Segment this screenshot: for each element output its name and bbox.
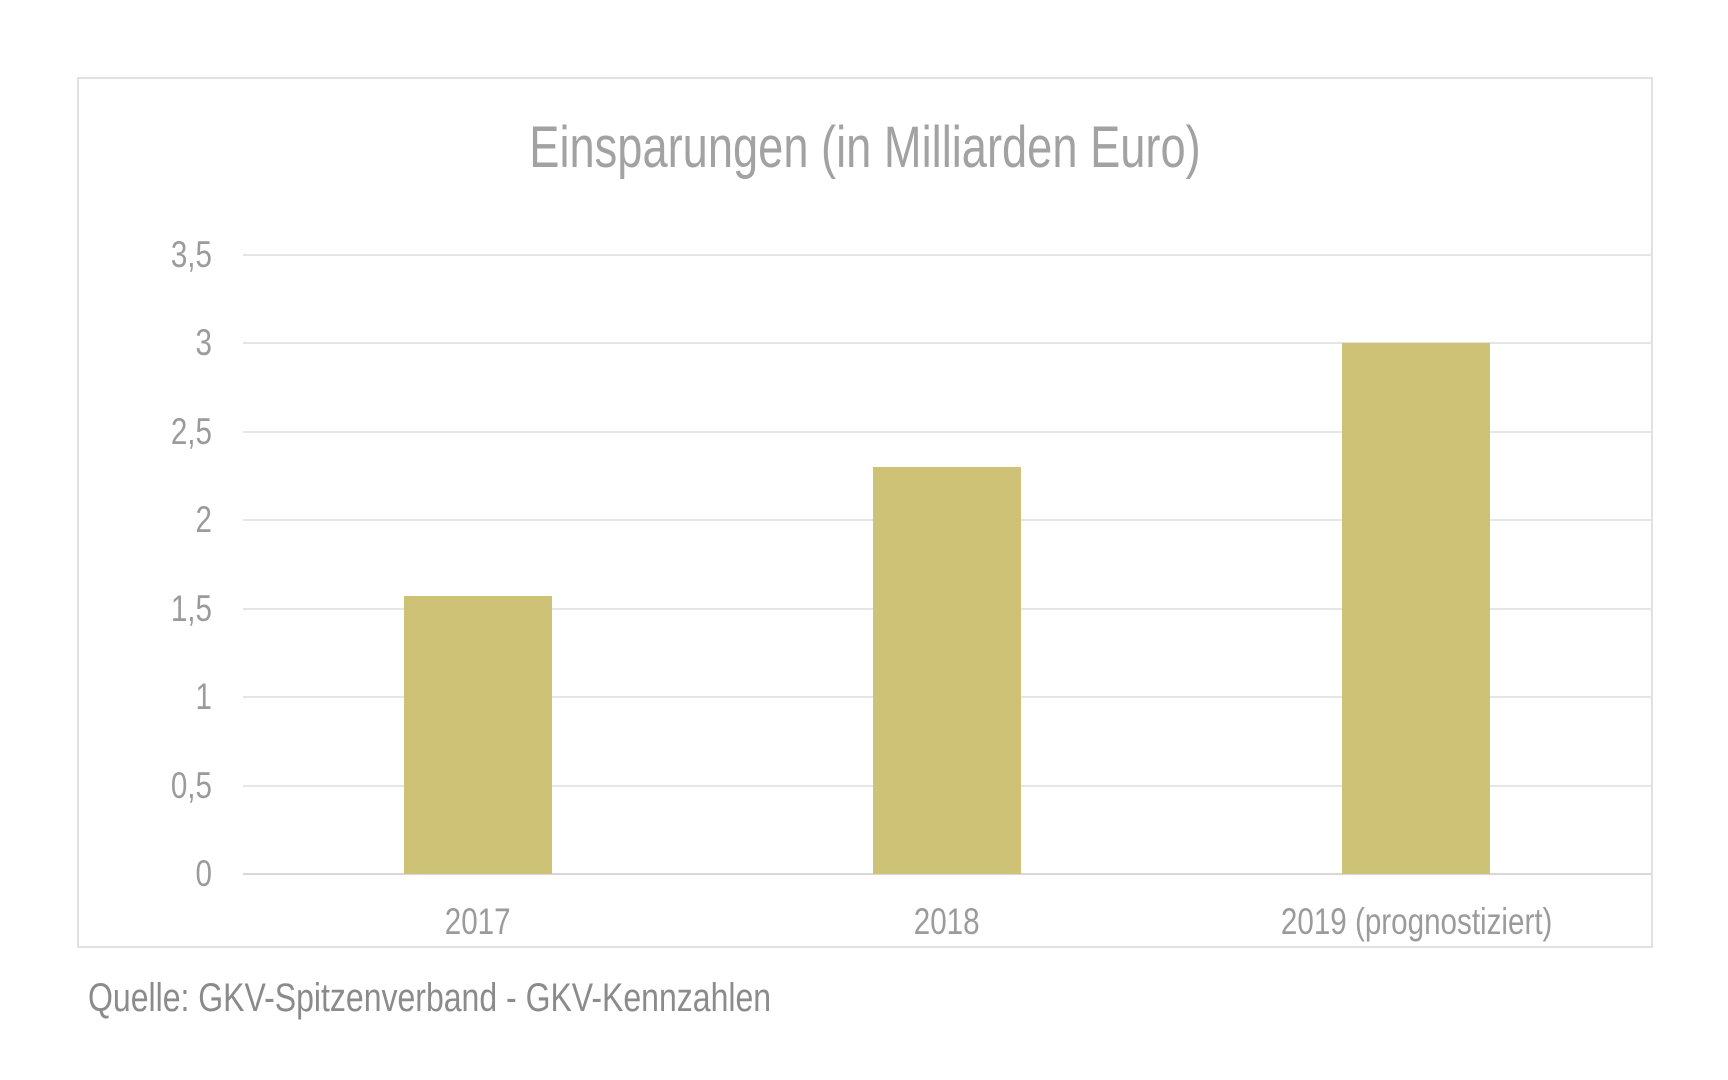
bar bbox=[873, 467, 1021, 874]
chart-title: Einsparungen (in Milliarden Euro) bbox=[529, 115, 1201, 180]
y-tick-label: 1,5 bbox=[170, 587, 212, 629]
y-tick-label: 0 bbox=[195, 853, 212, 894]
y-tick-label: 3 bbox=[195, 322, 212, 364]
source-caption: Quelle: GKV-Spitzenverband - GKV-Kennzah… bbox=[88, 976, 772, 1020]
y-tick-label: 0,5 bbox=[170, 764, 212, 806]
x-category-label: 2019 (prognostiziert) bbox=[1280, 901, 1553, 942]
gridline bbox=[243, 342, 1651, 345]
bar bbox=[403, 596, 552, 874]
gridline bbox=[243, 873, 1651, 875]
x-category-label: 2018 bbox=[914, 901, 980, 942]
gridline bbox=[243, 254, 1651, 256]
y-tick-label: 2 bbox=[195, 499, 212, 541]
y-tick-label: 1 bbox=[195, 676, 212, 718]
bar bbox=[1342, 343, 1491, 874]
x-category-label: 2017 bbox=[444, 901, 511, 942]
y-tick-label: 2,5 bbox=[170, 410, 212, 452]
gridline bbox=[243, 430, 1651, 433]
y-tick-label: 3,5 bbox=[170, 234, 212, 275]
